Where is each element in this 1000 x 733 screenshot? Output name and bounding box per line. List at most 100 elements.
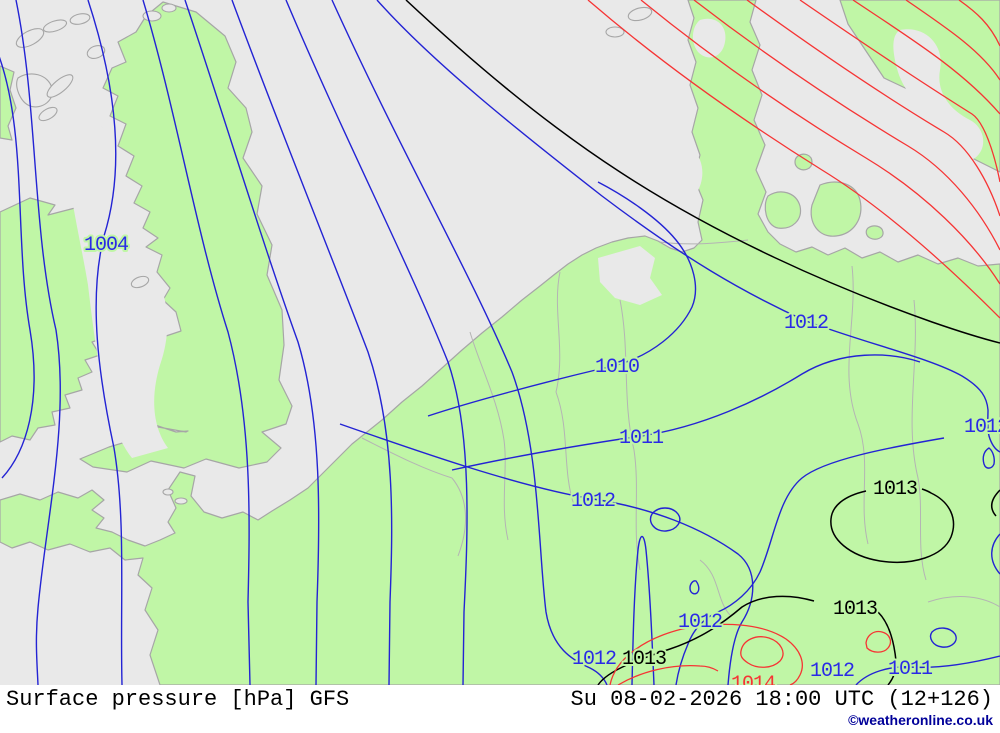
caption-bar: Surface pressure [hPa] GFS Su 08-02-2026… [0, 685, 1000, 733]
isobar-labels-layer: 1004 1010 1011 1012 1012 1012 1013 1013 1012 1012… [82, 232, 1000, 685]
map-title: Surface pressure [hPa] GFS [6, 687, 350, 712]
isobar-line-1011-bottom [855, 655, 1000, 685]
cloud-layer [61, 18, 984, 458]
isobar-line-1012-mid [339, 423, 754, 685]
isobar-label: 1012 [964, 416, 1000, 439]
river [848, 265, 869, 545]
isobar-1013-bottom-east [877, 611, 897, 685]
isobar-line [285, 0, 468, 685]
isobar-label: 1011 [888, 658, 933, 681]
hebrides-island [15, 28, 45, 48]
isobar-label: 1012 [572, 648, 616, 671]
isobar-line-1010 [427, 181, 697, 417]
isobar-red-line [693, 0, 1000, 251]
isobar-red-layer [587, 0, 1000, 685]
isobar-line [231, 0, 393, 685]
isobar-closed-oval-2 [929, 627, 957, 648]
isobar-line-1012-upper [376, 0, 1000, 453]
isobar-line [142, 0, 251, 685]
continent-landmass [0, 0, 1000, 685]
hebrides-island [38, 106, 58, 122]
isobar-closed-oval [649, 507, 681, 532]
isobar-1013-main [405, 0, 1000, 344]
isobar-red-line [587, 0, 1000, 319]
isobar-red-1014-inner [740, 636, 784, 668]
isobar-edge-arc-black [991, 489, 1000, 517]
funen-island [764, 191, 802, 229]
skye-island [86, 45, 106, 59]
river [911, 299, 927, 581]
grey-islands-layer [15, 3, 653, 505]
country-border [555, 271, 575, 506]
river [699, 559, 731, 616]
border-layer [361, 239, 1000, 616]
ijsselmeer-grey [598, 246, 662, 305]
isobar-line-1011 [451, 354, 921, 471]
isobar-label: 1012 [678, 611, 722, 634]
country-border [619, 299, 641, 571]
isobar-line [0, 56, 35, 479]
valid-time: Su 08-02-2026 18:00 UTC (12+126) [570, 687, 993, 712]
isobar-droplet-right [982, 447, 995, 469]
north-jutland-islet [605, 26, 625, 38]
isobar-hairpin [631, 535, 655, 685]
isobar-edge-arc [991, 533, 1000, 575]
channel-island [174, 497, 188, 505]
orkney-island [142, 10, 162, 22]
zealand-island [810, 181, 862, 237]
hebrides-green-islet [0, 65, 17, 141]
isobar-droplet [689, 580, 700, 595]
isobar-label: 1013 [622, 648, 666, 671]
hebrides-island [46, 74, 74, 98]
isobar-red-line [958, 0, 1000, 47]
isobar-red-line [905, 0, 1000, 81]
cloud-sweden [893, 29, 984, 163]
isle-of-man [130, 275, 150, 289]
lewis-island [16, 73, 53, 108]
isobar-line [331, 0, 608, 685]
isobar-red-small-loop [865, 630, 892, 653]
country-border [451, 477, 466, 557]
isobar-red-line [799, 0, 1000, 183]
isobar-line [15, 0, 61, 685]
isobar-red-line [640, 0, 1000, 285]
isobar-black-layer [405, 0, 1000, 685]
isobar-label: 1014 [731, 673, 775, 685]
hebrides-island [69, 13, 91, 25]
hebrides-island [42, 19, 68, 33]
isobar-red-line [746, 0, 1000, 217]
small-baltic-island [794, 153, 813, 171]
isobar-label: 1004 [84, 234, 128, 257]
isobar-label: 1012 [810, 660, 854, 683]
isobar-red-arc [617, 665, 719, 685]
country-border [361, 437, 453, 479]
channel-island [162, 488, 174, 496]
map-canvas: 1004 1010 1011 1012 1012 1012 1013 1013 1012 1012… [0, 0, 1000, 685]
isobar-line [184, 0, 320, 685]
small-baltic-island-2 [865, 225, 884, 240]
isobar-label: 1012 [571, 490, 615, 513]
isobar-label: 1013 [833, 598, 877, 621]
isobar-label: 1013 [873, 478, 917, 501]
orkney-island [161, 3, 177, 13]
river [927, 596, 1000, 608]
isobar-label: 1011 [619, 427, 664, 450]
great-britain-landmass [79, 1, 293, 473]
cloud-jutland [647, 59, 703, 202]
country-border [469, 331, 509, 541]
cloud-west-britain [61, 75, 168, 458]
isobar-red-1014-outer [609, 623, 803, 685]
isobar-1013-loop [830, 488, 955, 563]
north-jutland-islet [627, 6, 653, 22]
watermark-weatheronline: ©weatheronline.co.uk [848, 712, 993, 728]
isobar-label: 1010 [595, 356, 639, 379]
surface-pressure-map: 1004 1010 1011 1012 1012 1012 1013 1013 1012 1012… [0, 0, 1000, 685]
isobar-1013-bottom-west [597, 595, 815, 685]
isobar-blue-layer [0, 0, 1000, 685]
isobar-label: 1012 [784, 312, 828, 335]
isobar-red-line [852, 0, 1000, 115]
cloud-jutland-north [692, 18, 726, 58]
isobar-line-1012-bottom [675, 437, 945, 685]
isobar-line-1004 [87, 0, 123, 685]
